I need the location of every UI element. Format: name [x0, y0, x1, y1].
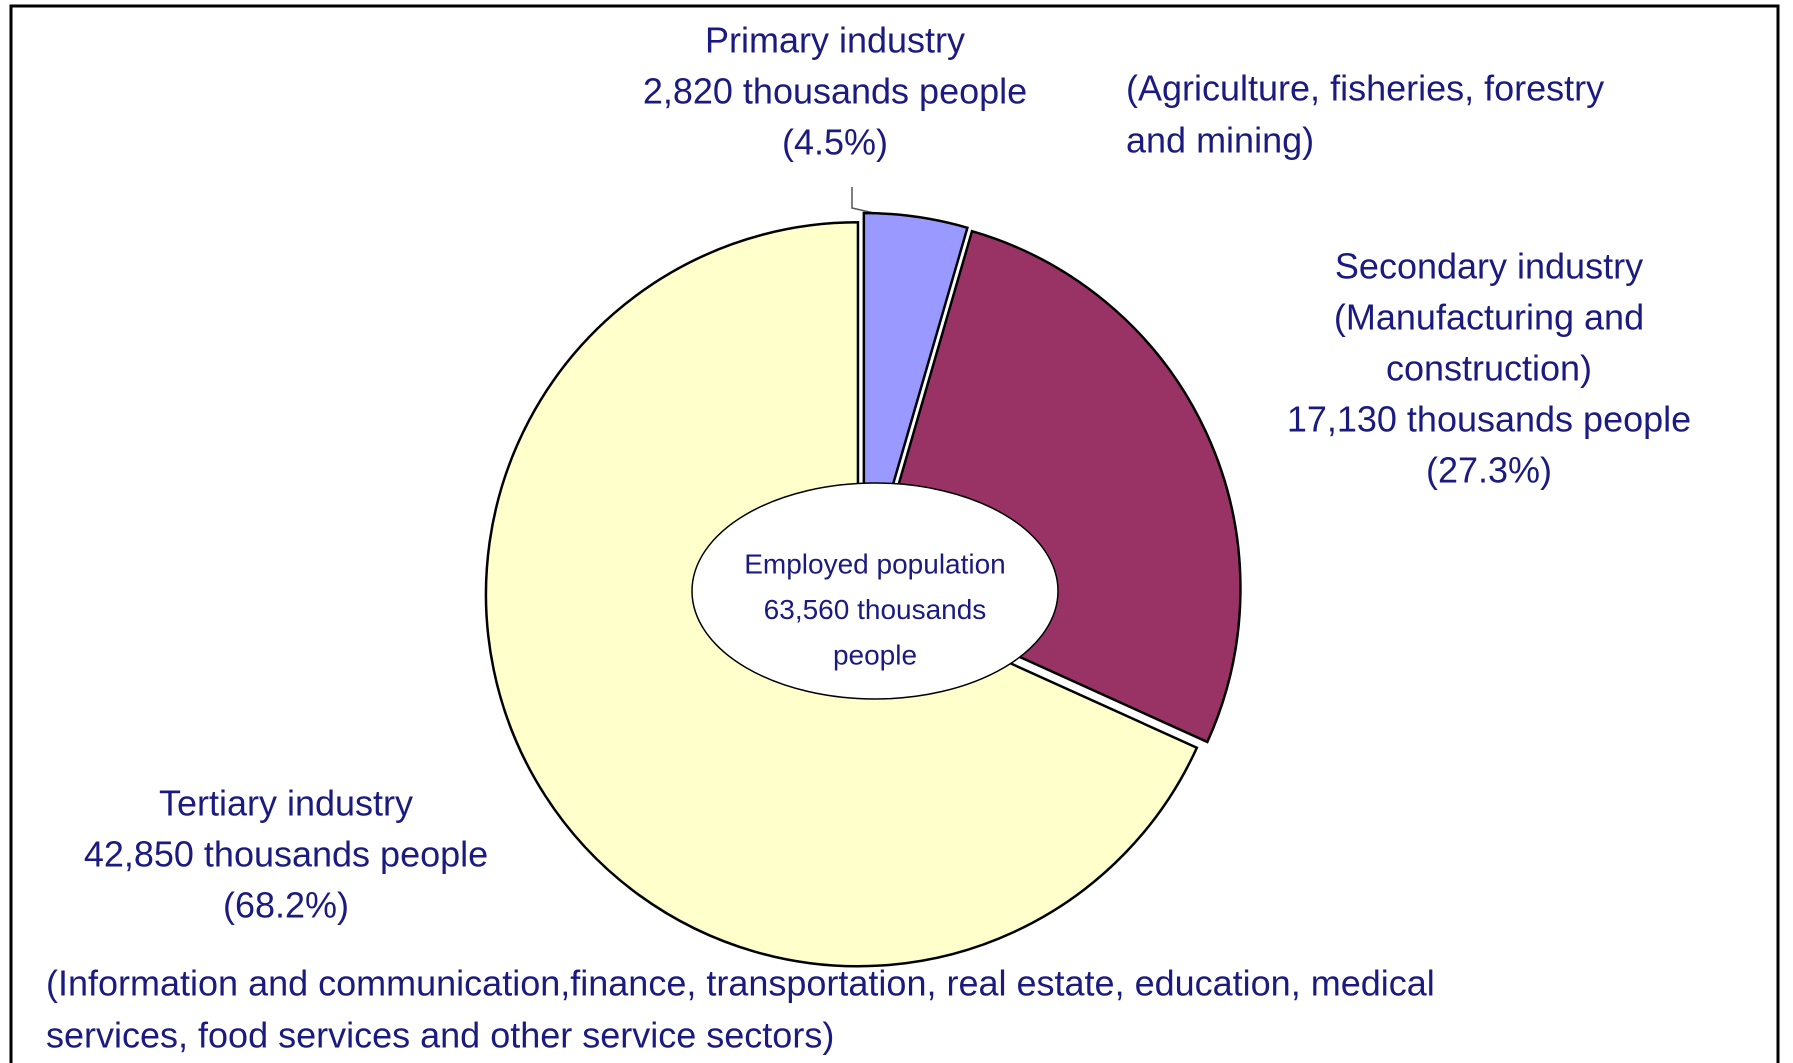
value-label: 42,850 thousands people [84, 834, 488, 875]
slice-description: and mining) [1126, 120, 1314, 161]
value-label: 17,130 thousands people [1287, 399, 1691, 440]
center-label: people [833, 639, 917, 670]
slice-label: Tertiary industry [159, 783, 413, 824]
center-ellipse [691, 482, 1059, 700]
percent-label: (68.2%) [223, 885, 349, 926]
slice-description: construction) [1386, 348, 1592, 389]
slice-description: (Manufacturing and [1334, 297, 1644, 338]
slice-label: Secondary industry [1335, 246, 1643, 287]
slice-description: (Agriculture, fisheries, forestry [1126, 68, 1604, 109]
center-label: Employed population [744, 548, 1006, 579]
slice-label: Primary industry [705, 20, 965, 61]
value-label: 2,820 thousands people [643, 71, 1027, 112]
percent-label: (4.5%) [782, 122, 888, 163]
slice-description: services, food services and other servic… [46, 1015, 834, 1056]
slice-description: (Information and communication,finance, … [46, 963, 1435, 1004]
center-label: 63,560 thousands [764, 594, 987, 625]
percent-label: (27.3%) [1426, 450, 1552, 491]
